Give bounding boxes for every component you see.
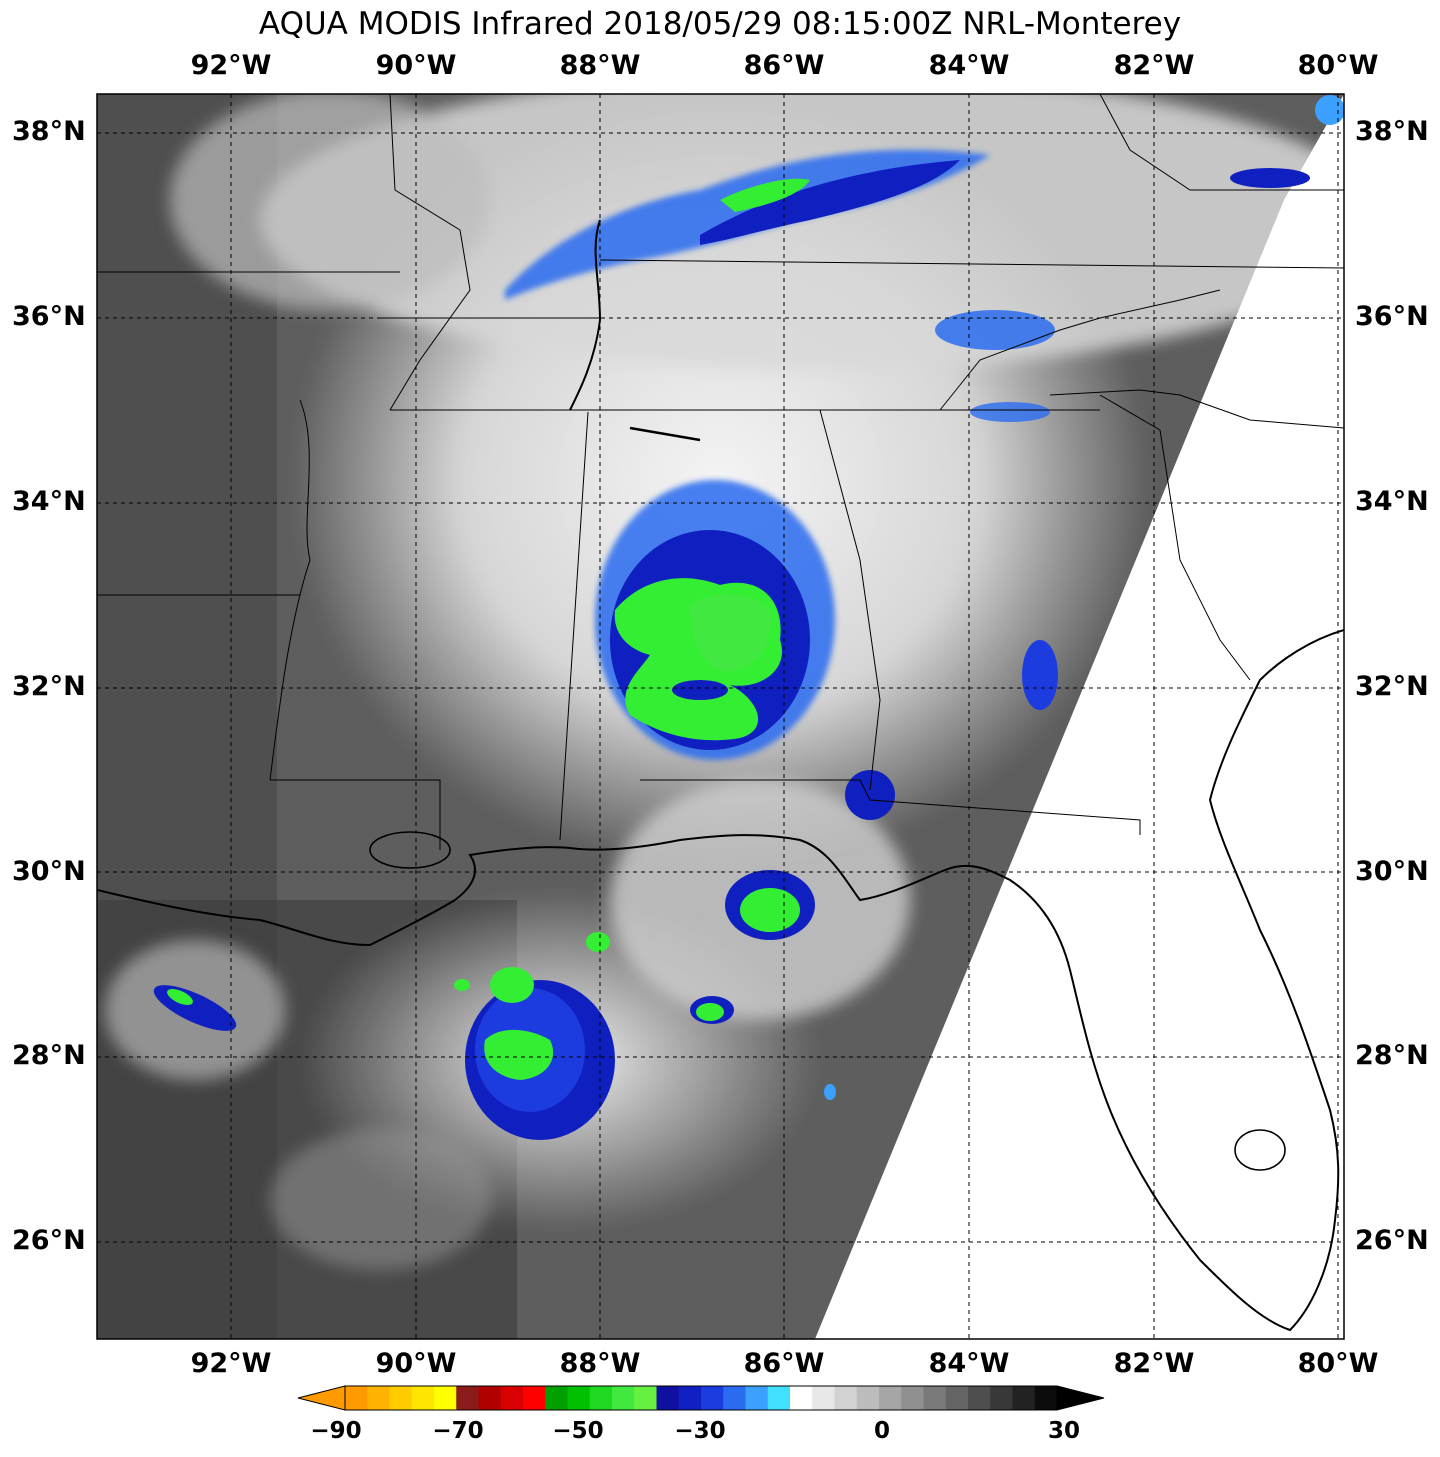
colorbar-cell: [523, 1386, 546, 1410]
left-lat-label-32n: 32°N: [12, 671, 86, 702]
colorbar-cell: [723, 1386, 747, 1410]
top-lon-label-80w: 80°W: [1297, 50, 1379, 81]
colorbar-cell: [545, 1386, 569, 1410]
colorbar-cell: [656, 1386, 680, 1410]
colorbar-cell: [701, 1386, 724, 1410]
colorbar-cell: [745, 1386, 769, 1410]
colorbar-cell: [500, 1386, 524, 1410]
colorbar-tick-30: 30: [1047, 1418, 1081, 1444]
colorbar-cell: [411, 1386, 435, 1410]
colorbar-tick-minus30: −30: [674, 1418, 726, 1444]
colorbar-tick-minus50: −50: [552, 1418, 604, 1444]
colorbar-cell: [345, 1386, 368, 1410]
colorbar-cell: [879, 1386, 902, 1410]
colorbar-cell: [367, 1386, 391, 1410]
left-lat-label-30n: 30°N: [12, 856, 86, 887]
map-title: AQUA MODIS Infrared 2018/05/29 08:15:00Z…: [258, 6, 1182, 42]
colorbar-frame: [344, 1385, 1058, 1411]
colorbar-cell: [634, 1386, 658, 1410]
bottom-lon-label-82w: 82°W: [1113, 1348, 1195, 1379]
colorbar-cell: [567, 1386, 591, 1410]
colorbar-cell: [767, 1386, 791, 1410]
left-lat-label-38n: 38°N: [12, 116, 86, 147]
northern-convective-band: [505, 95, 1344, 422]
bottom-lon-label-84w: 84°W: [928, 1348, 1010, 1379]
right-lat-label-34n: 34°N: [1355, 486, 1429, 517]
bottom-lon-label-90w: 90°W: [375, 1348, 457, 1379]
colorbar-tick-minus90: −90: [310, 1418, 362, 1444]
storm-core: [595, 480, 835, 760]
colorbar-cell: [923, 1386, 947, 1410]
map-frame: [97, 94, 1344, 1339]
boundary-lines: [97, 94, 1344, 1332]
colorbar-cell: [812, 1386, 836, 1410]
colorbar-cell: [990, 1386, 1014, 1410]
no-data-swath: [815, 94, 1344, 1339]
colorbar-cell: [968, 1386, 991, 1410]
colorbar-cell: [678, 1386, 702, 1410]
colorbar-min-arrow: [297, 1385, 346, 1411]
left-lat-label-28n: 28°N: [12, 1040, 86, 1071]
top-lon-label-92w: 92°W: [190, 50, 272, 81]
colorbar-cell: [790, 1386, 813, 1410]
colorbar-cell: [834, 1386, 858, 1410]
right-lat-label-36n: 36°N: [1355, 301, 1429, 332]
colorbar-max-arrow: [1056, 1385, 1105, 1411]
map-border: [96, 93, 1345, 1340]
top-lon-label-90w: 90°W: [375, 50, 457, 81]
right-lat-label-38n: 38°N: [1355, 116, 1429, 147]
top-lon-label-84w: 84°W: [928, 50, 1010, 81]
bottom-lon-label-80w: 80°W: [1297, 1348, 1379, 1379]
colorbar-cell: [589, 1386, 613, 1410]
top-lon-label-86w: 86°W: [743, 50, 825, 81]
colorbar-cell: [1012, 1386, 1036, 1410]
left-lat-label-36n: 36°N: [12, 301, 86, 332]
gulf-convection: [153, 640, 1058, 1140]
colorbar-cell: [612, 1386, 635, 1410]
right-lat-label-32n: 32°N: [1355, 671, 1429, 702]
bottom-lon-label-92w: 92°W: [190, 1348, 272, 1379]
colorbar-cell: [856, 1386, 880, 1410]
top-lon-label-88w: 88°W: [559, 50, 641, 81]
right-lat-label-28n: 28°N: [1355, 1040, 1429, 1071]
colorbar-cell: [945, 1386, 969, 1410]
colorbar-cells: [345, 1386, 1058, 1410]
colorbar-tick-0: 0: [873, 1418, 891, 1444]
colorbar-cell: [456, 1386, 480, 1410]
right-lat-label-30n: 30°N: [1355, 856, 1429, 887]
bottom-lon-label-86w: 86°W: [743, 1348, 825, 1379]
colorbar: [297, 1385, 1105, 1411]
colorbar-cell: [1034, 1386, 1058, 1410]
bottom-lon-label-88w: 88°W: [559, 1348, 641, 1379]
left-lat-label-34n: 34°N: [12, 486, 86, 517]
colorbar-cell: [901, 1386, 925, 1410]
left-lat-label-26n: 26°N: [12, 1225, 86, 1256]
colorbar-tick-minus70: −70: [432, 1418, 484, 1444]
top-lon-label-82w: 82°W: [1113, 50, 1195, 81]
right-lat-label-26n: 26°N: [1355, 1225, 1429, 1256]
colorbar-cell: [478, 1386, 502, 1410]
colorbar-cell: [434, 1386, 457, 1410]
colorbar-cell: [389, 1386, 413, 1410]
